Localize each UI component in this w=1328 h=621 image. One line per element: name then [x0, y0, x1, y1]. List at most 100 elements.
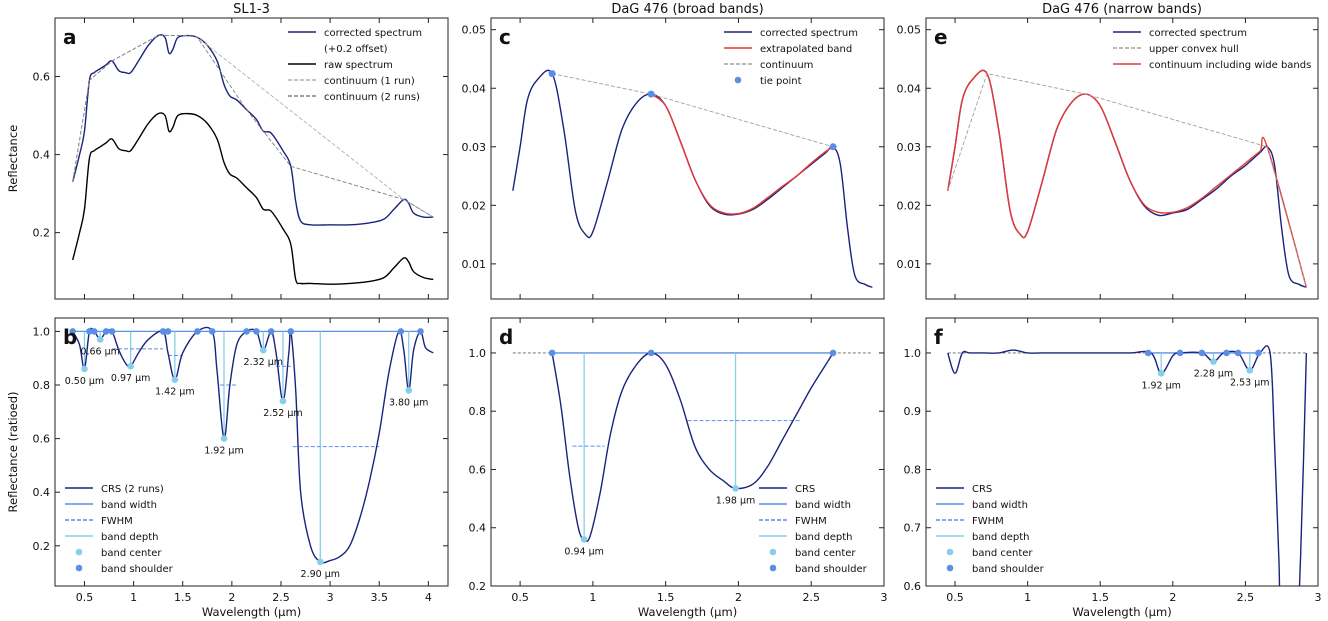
legend-label: CRS (2 runs)	[101, 484, 164, 495]
legend: corrected spectrum (+0.2 offset) raw spect…	[288, 28, 422, 103]
legend-label: band width	[972, 500, 1028, 511]
panel-e: 0.01 0.02 0.03 0.04 0.05 DaG 476 (narrow band…	[897, 2, 1319, 300]
band-shoulder-point	[548, 349, 556, 357]
band-center-label: 2.53 µm	[1230, 377, 1269, 388]
band-shoulder-point	[91, 328, 98, 335]
panel-letter: a	[63, 25, 77, 49]
legend-label: band shoulder	[101, 564, 174, 575]
legend-marker	[769, 548, 777, 556]
legend-marker	[75, 548, 83, 556]
band-center-point	[1157, 370, 1165, 377]
band-center-label: 0.97 µm	[111, 373, 150, 384]
band-center-point	[580, 536, 588, 543]
series-line	[947, 69, 1308, 288]
panel-letter: b	[63, 325, 77, 349]
legend-label: tie point	[760, 76, 802, 87]
legend: CRS band width FWHM band depth band center ba…	[759, 484, 868, 575]
legend-label: band width	[795, 500, 851, 511]
y-tick-label: 0.8	[33, 379, 51, 392]
y-tick-label: 0.6	[469, 463, 487, 476]
x-tick-label: 2.5	[272, 591, 290, 604]
legend-label: CRS	[972, 484, 992, 495]
y-tick-label: 0.01	[462, 258, 487, 271]
axes-frame	[490, 17, 885, 300]
band-shoulder-point	[1144, 349, 1152, 357]
band-shoulder-point	[164, 328, 172, 335]
band-center-label: 0.50 µm	[65, 376, 104, 387]
y-tick-label: 1.0	[904, 347, 922, 360]
legend-marker	[946, 548, 954, 556]
chart-title: DaG 476 (narrow bands)	[1042, 2, 1202, 17]
band-shoulder-point	[69, 328, 76, 335]
x-tick-label: 0.5	[511, 591, 529, 604]
band-shoulder-point	[1255, 349, 1262, 357]
y-tick-label: 0.03	[897, 141, 922, 154]
legend-label: continuum (2 runs)	[324, 92, 420, 103]
axes-frame	[925, 17, 1319, 300]
band-center-point	[279, 397, 287, 405]
y-axis-label: Reflectance (ratioed)	[6, 392, 20, 513]
y-tick-label: 0.8	[469, 405, 487, 418]
plot-area-f	[947, 345, 1308, 586]
legend-label: band depth	[795, 532, 852, 543]
band-shoulder-point	[647, 349, 655, 357]
y-tick-label: 0.4	[33, 149, 51, 162]
band-center-label: 1.42 µm	[155, 387, 194, 398]
x-tick-label: 3	[327, 591, 334, 604]
x-tick-label: 2.5	[802, 591, 820, 604]
x-tick-label: 1	[1024, 591, 1031, 604]
y-tick-label: 0.4	[469, 522, 487, 535]
legend-label: corrected spectrum	[324, 28, 422, 39]
band-center-label: 2.52 µm	[263, 408, 302, 419]
band-shoulder-point	[1223, 349, 1230, 357]
legend-label: continuum including wide bands	[1149, 60, 1311, 71]
series-line	[72, 112, 434, 285]
legend: CRS band width FWHM band depth band center ba…	[936, 484, 1045, 575]
axes-frame	[490, 317, 885, 587]
x-tick-label: 1.5	[174, 591, 192, 604]
x-tick-label: 2.5	[1237, 591, 1255, 604]
legend-label: upper convex hull	[1149, 44, 1239, 55]
band-shoulder-point	[1234, 349, 1242, 357]
x-tick-label: 2	[735, 591, 742, 604]
legend-label: (+0.2 offset)	[324, 44, 388, 55]
plot-area-c	[512, 69, 873, 288]
plot-area-a	[72, 34, 434, 285]
band-shoulder-point	[159, 328, 167, 335]
series-line	[551, 352, 834, 543]
panel-d: 0.2 0.4 0.6 0.8 1.0 0.5 1 1.5 2 2.5 3 Wavelength (µ…	[469, 317, 888, 619]
band-center-label: 0.94 µm	[564, 546, 603, 557]
y-tick-label: 0.6	[33, 433, 51, 446]
panel-f: 0.6 0.7 0.8 0.9 1.0 0.5 1 1.5 2 2.5 3 Wavelength (µ…	[904, 317, 1322, 619]
band-center-label: 2.90 µm	[301, 569, 340, 580]
band-center-point	[171, 376, 179, 383]
y-tick-label: 0.02	[462, 199, 487, 212]
band-center-point	[732, 485, 739, 492]
band-shoulder-point	[86, 328, 93, 335]
x-tick-label: 1	[130, 591, 137, 604]
y-tick-label: 0.6	[33, 71, 51, 84]
band-shoulder-point	[1176, 349, 1184, 357]
x-axis-label: Wavelength (µm)	[1072, 605, 1171, 619]
x-tick-label: 0.5	[946, 591, 964, 604]
band-shoulder-point	[1198, 349, 1206, 357]
series-line	[512, 69, 873, 288]
band-center-label: 1.92 µm	[1141, 380, 1180, 391]
legend-label: band center	[972, 548, 1033, 559]
panel-letter: d	[499, 325, 513, 349]
y-tick-label: 0.01	[897, 258, 922, 271]
band-center-point	[1210, 358, 1217, 365]
legend-label: extrapolated band	[760, 44, 852, 55]
x-tick-label: 0.5	[76, 591, 94, 604]
y-tick-label: 0.05	[462, 24, 487, 37]
y-tick-label: 0.6	[904, 580, 922, 593]
legend-label: continuum (1 run)	[324, 76, 415, 87]
band-shoulder-point	[287, 328, 295, 335]
legend-label: band center	[795, 548, 856, 559]
series-line	[552, 73, 834, 148]
band-center-label: 1.98 µm	[716, 495, 755, 506]
band-center-point	[96, 336, 104, 343]
legend: corrected spectrum upper convex hull conti…	[1113, 28, 1311, 71]
legend-label: band center	[101, 548, 162, 559]
plot-area-e	[947, 69, 1308, 288]
